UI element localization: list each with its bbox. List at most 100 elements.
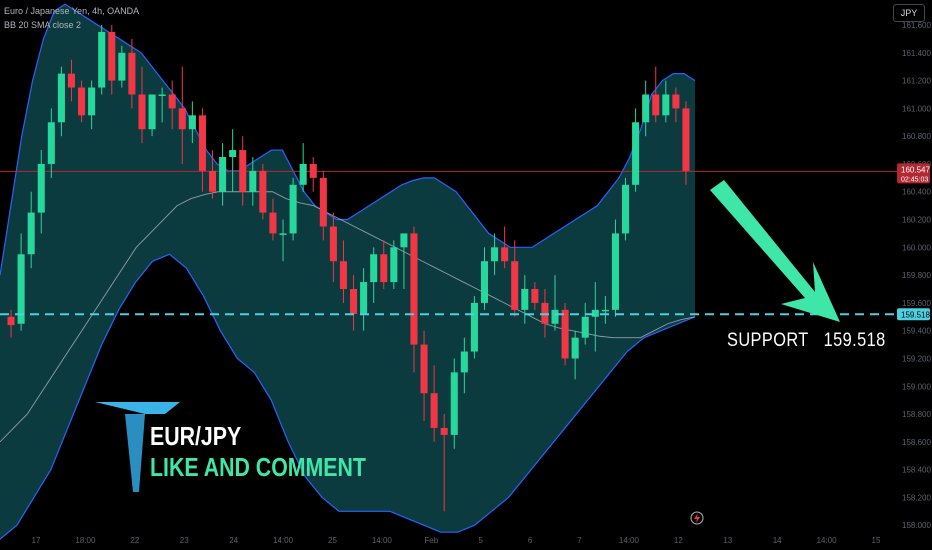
x-tick-label: 12 — [674, 536, 683, 545]
candle-body — [662, 94, 670, 116]
candle-body — [188, 115, 196, 130]
candle-body — [420, 344, 428, 394]
y-tick-label: 160.200 — [902, 216, 931, 225]
y-tick-label: 160.800 — [902, 132, 931, 141]
candle-body — [78, 87, 86, 116]
candle-body — [611, 233, 619, 310]
candle-body — [239, 150, 247, 192]
candle-body — [7, 316, 15, 326]
candle-body — [581, 316, 589, 338]
candle-body — [168, 94, 176, 109]
candle-body — [128, 52, 136, 95]
price-tag — [897, 308, 930, 321]
candle-body — [440, 427, 448, 435]
candle-body — [511, 261, 519, 310]
candle-body — [672, 94, 680, 109]
candle-body — [208, 170, 217, 192]
candle-body — [410, 233, 418, 345]
candle-body — [551, 309, 559, 324]
candle-body — [229, 150, 237, 158]
x-tick-label: 14 — [773, 536, 782, 545]
candle-body — [400, 233, 408, 248]
candle-body — [430, 393, 438, 428]
alert-icon[interactable] — [690, 511, 704, 525]
candle-body — [67, 73, 76, 88]
candle-body — [259, 170, 267, 213]
y-tick-label: 159.400 — [902, 327, 931, 336]
candle-body — [57, 73, 65, 123]
symbol-legend: Euro / Japanese Yen, 4h, OANDA — [4, 6, 140, 16]
y-tick-label: 161.000 — [902, 104, 931, 113]
y-tick-label: 160.400 — [902, 188, 931, 197]
x-tick-label: 13 — [723, 536, 732, 545]
candle-body — [309, 163, 317, 178]
x-tick-label: 6 — [528, 536, 533, 545]
currency-button[interactable]: JPY — [893, 4, 925, 22]
candle-body — [350, 289, 358, 315]
candle-body — [531, 289, 539, 303]
candle-body — [158, 94, 166, 96]
logo-stem — [125, 414, 145, 492]
candle-body — [591, 309, 599, 317]
y-tick-label: 161.200 — [902, 77, 931, 86]
countdown-label: 02:45:03 — [901, 176, 928, 183]
support-annotation: SUPPORT 159.518 — [727, 330, 886, 352]
candle-body — [329, 226, 337, 262]
bb-fill — [0, 4, 695, 540]
candle-body — [249, 170, 257, 192]
candle-body — [279, 233, 287, 235]
candle-body — [561, 309, 569, 359]
x-tick-label: 23 — [180, 536, 189, 545]
candle-body — [480, 261, 489, 303]
candle-body — [219, 157, 227, 192]
candle-body — [47, 122, 55, 164]
candle-body — [460, 351, 468, 373]
candle-body — [621, 184, 630, 234]
bb-upper-line — [0, 3, 696, 276]
candle-body — [370, 254, 378, 283]
candle-body — [632, 122, 640, 185]
candle-body — [37, 163, 45, 213]
candle-body — [571, 337, 579, 359]
candle-body — [390, 247, 398, 283]
y-tick-label: 159.000 — [902, 382, 931, 391]
candle-body — [682, 108, 690, 171]
support-value: 159.518 — [823, 330, 886, 351]
pair-title: EUR/JPY — [150, 421, 242, 451]
candle-body — [27, 212, 35, 255]
x-tick-label: 15 — [872, 536, 881, 545]
logo-icon — [95, 402, 180, 414]
y-tick-label: 159.800 — [902, 271, 931, 280]
candle-body — [118, 52, 126, 81]
support-price-label: 159.518 — [901, 310, 930, 319]
price-tag — [897, 163, 930, 184]
x-tick-label: 25 — [328, 536, 337, 545]
candle-body — [450, 372, 458, 435]
candle-body — [178, 108, 186, 130]
candle-body — [652, 94, 660, 116]
x-tick-label: Feb — [424, 536, 438, 545]
x-tick-label: 14:00 — [273, 536, 294, 545]
candle-body — [521, 289, 529, 310]
y-tick-label: 158.400 — [902, 466, 931, 475]
y-tick-label: 158.200 — [902, 493, 931, 502]
x-tick-label: 14:00 — [817, 536, 838, 545]
y-tick-label: 159.600 — [902, 299, 931, 308]
bb-basis-line — [0, 191, 696, 443]
y-tick-label: 158.800 — [902, 410, 931, 419]
brand-overlay: EUR/JPY LIKE AND COMMENT — [150, 422, 366, 484]
indicator-legend: BB 20 SMA close 2 — [4, 20, 82, 30]
x-tick-label: 5 — [478, 536, 483, 545]
y-tick-label: 160.000 — [902, 243, 931, 252]
candle-body — [601, 309, 609, 312]
candle-body — [108, 31, 116, 81]
y-tick-label: 158.600 — [902, 438, 931, 447]
candle-body — [642, 94, 650, 123]
bb-lower-line — [0, 253, 696, 540]
y-tick-label: 158.000 — [902, 521, 931, 530]
y-tick-label: 159.200 — [902, 354, 931, 363]
lightning-icon — [694, 513, 700, 523]
candle-body — [88, 87, 96, 116]
x-tick-label: 14:00 — [619, 536, 640, 545]
